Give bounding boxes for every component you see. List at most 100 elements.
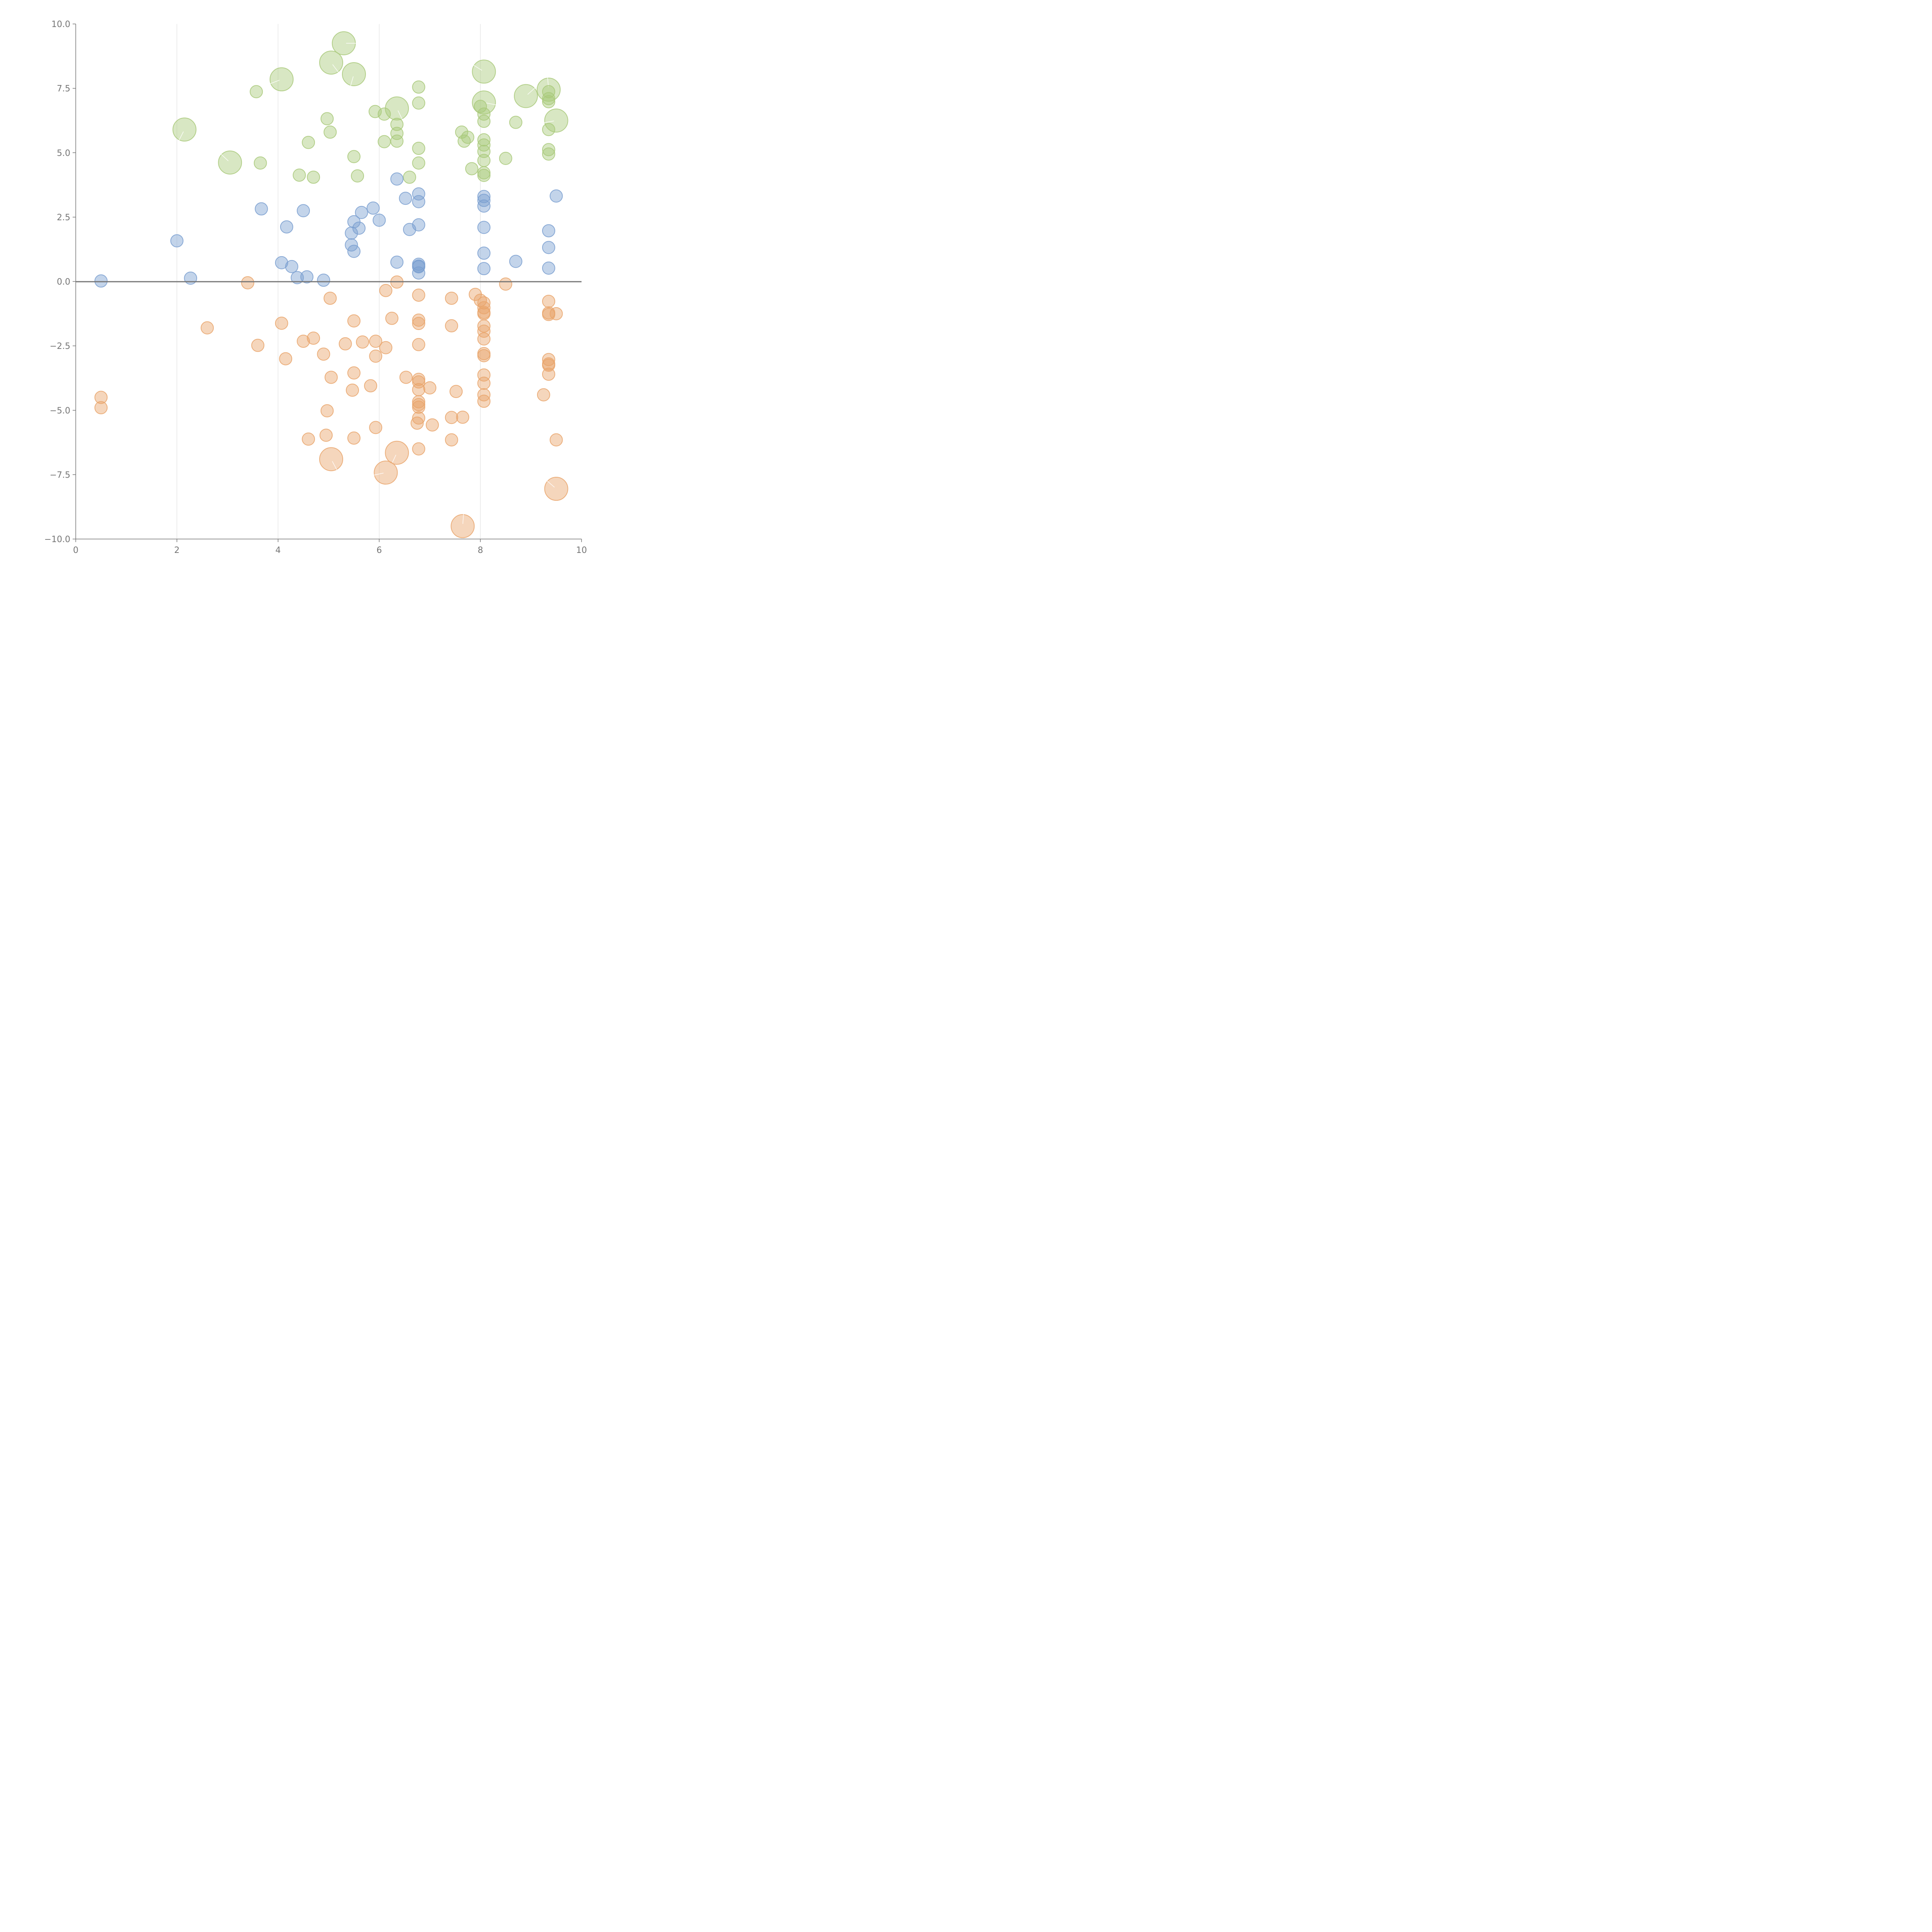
bubble[interactable] <box>465 162 478 175</box>
bubble[interactable] <box>477 349 491 362</box>
bubble[interactable] <box>253 156 267 170</box>
bubble[interactable] <box>352 221 366 235</box>
bubble[interactable] <box>412 338 425 351</box>
bubble[interactable] <box>542 147 555 161</box>
bubble[interactable] <box>320 404 334 418</box>
bubble[interactable] <box>184 271 197 285</box>
bubble[interactable] <box>477 154 491 167</box>
bubble[interactable] <box>323 125 337 139</box>
bubble[interactable] <box>423 381 437 395</box>
bubble[interactable] <box>542 261 555 275</box>
bubble[interactable] <box>347 366 361 380</box>
bubble[interactable] <box>378 107 391 121</box>
bubble[interactable] <box>364 379 378 393</box>
bubble[interactable] <box>338 337 352 350</box>
bubble[interactable] <box>412 96 425 110</box>
bubble[interactable] <box>412 395 425 408</box>
bubble[interactable] <box>549 307 563 320</box>
bubble[interactable] <box>474 100 487 113</box>
bubble[interactable] <box>325 371 338 384</box>
bubble[interactable] <box>275 316 288 330</box>
bubble[interactable] <box>542 359 555 372</box>
bubble[interactable] <box>293 168 306 182</box>
bubble[interactable] <box>307 332 320 345</box>
bubble[interactable] <box>170 234 184 248</box>
bubble[interactable] <box>542 241 555 254</box>
bubble[interactable] <box>201 321 214 335</box>
bubble[interactable] <box>477 194 491 207</box>
bubble[interactable] <box>412 400 425 414</box>
bubble[interactable] <box>379 341 393 354</box>
bubble[interactable] <box>323 291 337 305</box>
bubble[interactable] <box>542 95 555 109</box>
bubble[interactable] <box>390 117 404 131</box>
bubble[interactable] <box>542 353 555 366</box>
bubble[interactable] <box>477 133 491 146</box>
bubble[interactable] <box>302 136 315 149</box>
bubble[interactable] <box>94 274 108 288</box>
bubble[interactable] <box>412 156 425 170</box>
bubble[interactable] <box>549 189 563 203</box>
bubble[interactable] <box>457 134 471 148</box>
bubble[interactable] <box>379 284 393 297</box>
bubble[interactable] <box>412 141 425 155</box>
large-bubble[interactable] <box>544 477 568 501</box>
large-bubble[interactable] <box>385 96 409 121</box>
bubble[interactable] <box>241 276 255 289</box>
bubble[interactable] <box>477 190 491 203</box>
bubble[interactable] <box>280 220 293 234</box>
large-bubble[interactable] <box>472 90 496 115</box>
bubble[interactable] <box>390 172 404 186</box>
bubble[interactable] <box>317 347 330 361</box>
bubble[interactable] <box>399 192 412 205</box>
bubble[interactable] <box>317 274 330 287</box>
bubble[interactable] <box>412 411 425 425</box>
bubble[interactable] <box>542 92 555 105</box>
bubble[interactable] <box>537 388 550 401</box>
bubble[interactable] <box>297 204 310 218</box>
bubble[interactable] <box>347 431 361 445</box>
bubble[interactable] <box>356 335 369 349</box>
large-bubble[interactable] <box>544 108 568 133</box>
bubble[interactable] <box>300 270 314 284</box>
bubble[interactable] <box>94 391 108 404</box>
bubble[interactable] <box>542 224 555 238</box>
bubble[interactable] <box>412 218 425 231</box>
large-bubble[interactable] <box>451 514 475 538</box>
bubble[interactable] <box>369 335 383 348</box>
large-bubble[interactable] <box>374 461 398 485</box>
bubble[interactable] <box>456 410 469 424</box>
bubble[interactable] <box>449 385 463 398</box>
bubble[interactable] <box>320 112 334 126</box>
bubble[interactable] <box>425 418 439 432</box>
bubble[interactable] <box>477 199 491 213</box>
large-bubble[interactable] <box>218 150 242 175</box>
bubble[interactable] <box>412 317 425 330</box>
bubble[interactable] <box>477 376 491 390</box>
bubble[interactable] <box>499 151 512 165</box>
bubble[interactable] <box>390 134 404 148</box>
large-bubble[interactable] <box>385 440 409 465</box>
bubble[interactable] <box>412 313 425 327</box>
bubble[interactable] <box>355 206 368 219</box>
bubble[interactable] <box>477 107 491 121</box>
bubble[interactable] <box>412 195 425 208</box>
bubble[interactable] <box>251 338 265 352</box>
bubble[interactable] <box>477 332 491 346</box>
bubble[interactable] <box>285 260 298 273</box>
bubble[interactable] <box>542 85 555 99</box>
bubble[interactable] <box>372 213 386 227</box>
bubble[interactable] <box>542 294 555 308</box>
bubble[interactable] <box>477 221 491 234</box>
bubble[interactable] <box>477 307 491 320</box>
bubble[interactable] <box>307 170 320 184</box>
bubble[interactable] <box>477 325 491 338</box>
bubble[interactable] <box>410 417 424 430</box>
bubble[interactable] <box>347 150 361 163</box>
bubble[interactable] <box>477 145 491 158</box>
bubble[interactable] <box>477 395 491 408</box>
bubble[interactable] <box>477 296 491 310</box>
bubble[interactable] <box>369 421 383 434</box>
bubble[interactable] <box>477 262 491 276</box>
bubble[interactable] <box>403 170 416 184</box>
